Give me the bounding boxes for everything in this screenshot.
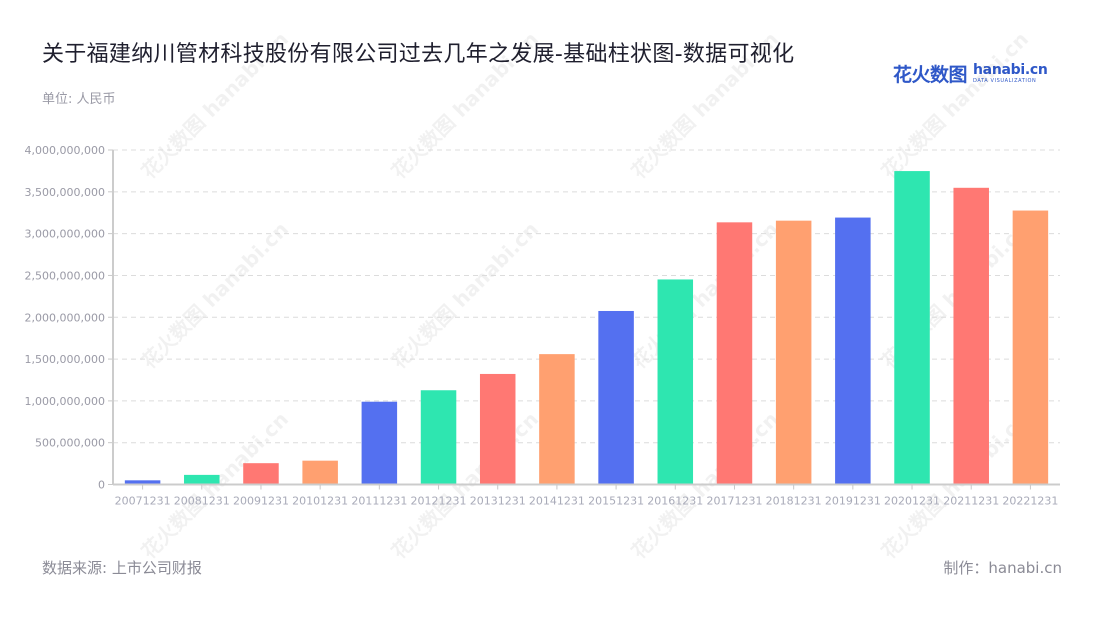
- x-axis: 20071231 20081231 20091231 20101231 20111231…: [113, 483, 1060, 508]
- x-tick-label: 20221231: [1002, 495, 1058, 508]
- y-axis: 0 500,000,000 1,000,000,000 1,500,000,000 2,…: [25, 144, 114, 492]
- bar-20111231[interactable]: [361, 401, 398, 485]
- y-tick-label: 3,500,000,000: [25, 186, 105, 199]
- watermark-text: 花火数图 hanabi.cn: [877, 27, 1033, 183]
- watermark-text: 花火数图 hanabi.cn: [137, 217, 293, 373]
- gridlines: [113, 149, 1060, 444]
- logo-cn-text: 花火数图: [893, 64, 968, 86]
- watermark-text: 花火数图 hanabi.cn: [387, 217, 543, 373]
- bar-20201231[interactable]: [894, 171, 930, 485]
- x-tick-label: 20211231: [943, 495, 999, 508]
- bar-20191231[interactable]: [835, 217, 871, 485]
- logo-en-text: hanabi.cn: [973, 62, 1048, 78]
- y-tick-label: 2,000,000,000: [25, 311, 105, 324]
- watermark-text: 花火数图 hanabi.cn: [387, 27, 543, 183]
- watermark-text: 花火数图 hanabi.cn: [627, 27, 783, 183]
- x-tick-label: 20111231: [351, 495, 407, 508]
- y-tick-label: 0: [98, 479, 105, 492]
- x-tick-label: 20071231: [115, 495, 171, 508]
- x-tick-label: 20191231: [825, 495, 881, 508]
- x-tick-label: 20151231: [588, 495, 644, 508]
- bar-20121231[interactable]: [420, 390, 457, 485]
- bar-20101231[interactable]: [302, 460, 338, 485]
- bar-20151231[interactable]: [598, 310, 634, 485]
- y-tick-label: 4,000,000,000: [25, 144, 105, 157]
- x-tick-label: 20161231: [647, 495, 703, 508]
- y-tick-label: 500,000,000: [35, 437, 105, 450]
- data-source-note: 数据来源: 上市公司财报: [42, 559, 202, 577]
- x-tick-label: 20171231: [706, 495, 762, 508]
- y-tick-label: 2,500,000,000: [25, 269, 105, 282]
- y-tick-label: 1,500,000,000: [25, 353, 105, 366]
- bar-20221231[interactable]: [1012, 210, 1049, 485]
- x-tick-label: 20201231: [884, 495, 940, 508]
- brand-logo[interactable]: 花火数图 hanabi.cn DATA VISUALIZATION: [893, 60, 1048, 87]
- x-tick-label: 20101231: [292, 495, 348, 508]
- credit-note: 制作：hanabi.cn: [943, 559, 1062, 577]
- x-tick-label: 20081231: [174, 495, 230, 508]
- bar-20081231[interactable]: [184, 474, 220, 485]
- bar-20141231[interactable]: [539, 354, 575, 485]
- y-tick-label: 1,000,000,000: [25, 395, 105, 408]
- x-tick-label: 20121231: [411, 495, 467, 508]
- x-tick-label: 20091231: [233, 495, 289, 508]
- x-tick-label: 20131231: [470, 495, 526, 508]
- bar-20131231[interactable]: [479, 373, 516, 485]
- watermark-text: 花火数图 hanabi.cn: [627, 217, 783, 373]
- bar-20181231[interactable]: [775, 220, 812, 485]
- bars: [124, 171, 1049, 485]
- x-tick-label: 20181231: [766, 495, 822, 508]
- bar-20091231[interactable]: [243, 463, 279, 485]
- y-tick-label: 3,000,000,000: [25, 228, 105, 241]
- logo-sub-text: DATA VISUALIZATION: [973, 78, 1037, 84]
- unit-label: 单位: 人民币: [42, 92, 116, 107]
- bar-20171231[interactable]: [716, 222, 753, 485]
- bar-20071231[interactable]: [124, 480, 161, 485]
- bar-20161231[interactable]: [657, 279, 694, 485]
- chart-title: 关于福建纳川管材科技股份有限公司过去几年之发展-基础柱状图-数据可视化: [42, 42, 795, 67]
- x-tick-label: 20141231: [529, 495, 585, 508]
- bar-20211231[interactable]: [953, 187, 989, 485]
- watermark-text: 花火数图 hanabi.cn: [137, 27, 293, 183]
